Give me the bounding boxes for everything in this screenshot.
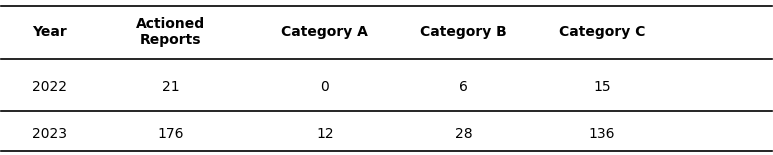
Text: 12: 12 <box>316 127 334 141</box>
Text: Actioned
Reports: Actioned Reports <box>136 17 206 47</box>
Text: 15: 15 <box>594 80 611 94</box>
Text: Category B: Category B <box>421 25 507 39</box>
Text: Category A: Category A <box>281 25 368 39</box>
Text: Category C: Category C <box>559 25 645 39</box>
Text: 0: 0 <box>321 80 329 94</box>
Text: 2022: 2022 <box>32 80 67 94</box>
Text: 28: 28 <box>455 127 472 141</box>
Text: 176: 176 <box>158 127 184 141</box>
Text: 2023: 2023 <box>32 127 67 141</box>
Text: Year: Year <box>32 25 67 39</box>
Text: 21: 21 <box>162 80 179 94</box>
Text: 6: 6 <box>459 80 468 94</box>
Text: 136: 136 <box>589 127 615 141</box>
